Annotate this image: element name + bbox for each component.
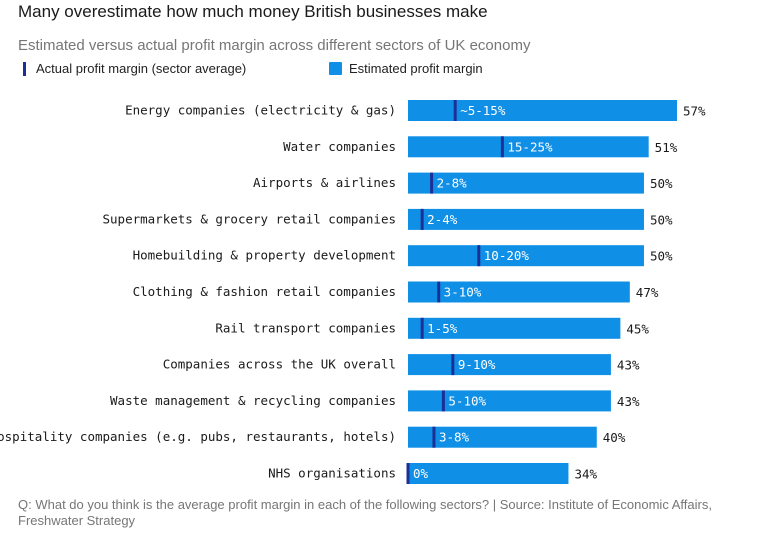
estimated-bar — [408, 172, 644, 194]
actual-marker — [430, 172, 434, 194]
actual-marker — [441, 390, 445, 412]
legend-item-estimated: Estimated profit margin — [329, 61, 483, 76]
estimated-bar — [408, 245, 644, 267]
estimated-bar — [408, 281, 630, 303]
category-label: Energy companies (electricity & gas) — [125, 103, 396, 118]
actual-range-label: 3-10% — [444, 285, 482, 300]
chart-footer: Q: What do you think is the average prof… — [18, 497, 712, 528]
estimated-bar — [408, 426, 597, 448]
estimated-bar — [408, 100, 677, 121]
category-label: Waste management & recycling companies — [110, 393, 396, 408]
category-label: Water companies — [283, 139, 396, 154]
category-label: Clothing & fashion retail companies — [133, 284, 396, 299]
actual-range-label: 0% — [413, 466, 429, 481]
actual-range-label: 10-20% — [484, 248, 530, 263]
category-label: NHS organisations — [268, 466, 396, 481]
legend-actual-label: Actual profit margin (sector average) — [36, 61, 247, 76]
actual-marker — [406, 463, 410, 484]
legend-item-actual: Actual profit margin (sector average) — [18, 61, 246, 76]
actual-marker — [451, 354, 455, 376]
category-label: Rail transport companies — [215, 320, 396, 335]
estimated-value-label: 34% — [574, 467, 597, 482]
estimated-bar — [408, 463, 569, 484]
legend-estimated-label: Estimated profit margin — [349, 61, 483, 76]
estimated-value-label: 43% — [617, 394, 640, 409]
estimated-value-label: 43% — [617, 358, 640, 373]
actual-range-label: 3-8% — [439, 430, 470, 445]
estimated-bar — [408, 317, 621, 339]
estimated-value-label: 51% — [655, 140, 678, 155]
estimated-bar — [408, 136, 649, 158]
chart-title: Many overestimate how much money British… — [18, 2, 488, 21]
estimated-value-label: 47% — [636, 285, 659, 300]
category-label: Hospitality companies (e.g. pubs, restau… — [0, 429, 396, 444]
actual-marker — [477, 245, 481, 267]
actual-marker — [437, 281, 441, 303]
category-label: Homebuilding & property development — [133, 248, 396, 263]
actual-range-label: 9-10% — [458, 357, 496, 372]
actual-range-label: 2-4% — [427, 212, 458, 227]
chart-subtitle: Estimated versus actual profit margin ac… — [18, 37, 531, 54]
estimated-value-label: 40% — [603, 430, 626, 445]
actual-marker — [420, 208, 424, 230]
estimated-value-label: 50% — [650, 249, 673, 264]
category-label: Companies across the UK overall — [163, 357, 396, 372]
legend-estimated-swatch — [329, 62, 342, 75]
actual-range-label: 15-25% — [507, 139, 553, 154]
estimated-value-label: 50% — [650, 212, 673, 227]
category-label: Airports & airlines — [253, 175, 396, 190]
estimated-value-label: 50% — [650, 176, 673, 191]
actual-marker — [500, 136, 504, 158]
actual-range-label: 2-8% — [437, 176, 468, 191]
actual-range-label: ~5-15% — [460, 103, 506, 118]
actual-marker — [432, 426, 436, 448]
estimated-bar — [408, 208, 644, 230]
actual-range-label: 1-5% — [427, 321, 458, 336]
estimated-value-label: 45% — [626, 321, 649, 336]
actual-range-label: 5-10% — [448, 393, 486, 408]
category-label: Supermarkets & grocery retail companies — [103, 211, 397, 226]
estimated-bar — [408, 390, 611, 412]
actual-marker — [453, 100, 457, 121]
actual-marker — [420, 317, 424, 339]
estimated-value-label: 57% — [683, 104, 706, 119]
legend-actual-swatch — [23, 61, 26, 76]
estimated-bar — [408, 354, 611, 376]
